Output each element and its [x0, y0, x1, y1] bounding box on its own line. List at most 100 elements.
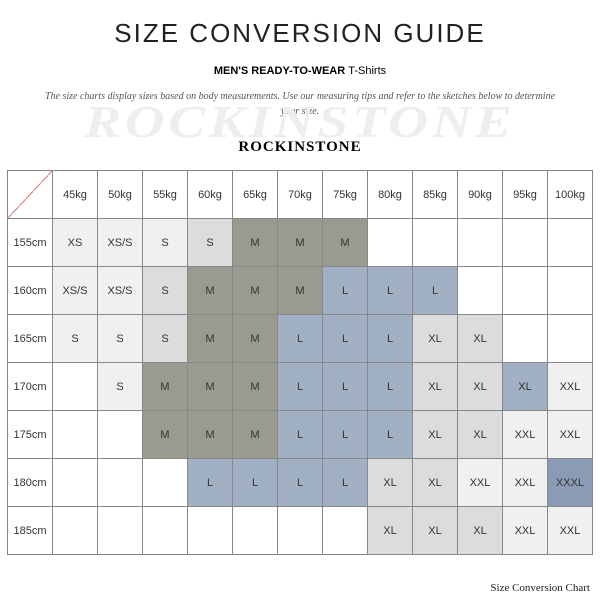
size-cell: L	[278, 315, 323, 363]
size-cell: XXL	[548, 363, 593, 411]
size-cell	[548, 219, 593, 267]
size-cell: M	[188, 411, 233, 459]
subtitle: MEN'S READY-TO-WEAR T-Shirts	[0, 65, 600, 77]
size-cell: S	[188, 219, 233, 267]
size-cell	[98, 411, 143, 459]
size-table: 45kg50kg55kg60kg65kg70kg75kg80kg85kg90kg…	[7, 170, 593, 555]
size-cell: M	[143, 363, 188, 411]
size-cell: M	[278, 219, 323, 267]
brand-name: ROCKINSTONE	[0, 139, 600, 156]
row-header: 175cm	[8, 411, 53, 459]
col-header: 70kg	[278, 171, 323, 219]
size-cell	[413, 219, 458, 267]
size-cell: L	[368, 411, 413, 459]
size-cell	[53, 411, 98, 459]
size-cell: L	[323, 363, 368, 411]
size-cell	[548, 267, 593, 315]
row-header: 185cm	[8, 507, 53, 555]
size-cell: M	[233, 411, 278, 459]
size-cell: XL	[458, 315, 503, 363]
size-cell: XXXL	[548, 459, 593, 507]
size-cell: L	[323, 411, 368, 459]
size-cell: XL	[368, 507, 413, 555]
col-header: 100kg	[548, 171, 593, 219]
size-cell	[188, 507, 233, 555]
size-cell: XL	[458, 507, 503, 555]
size-cell: XL	[503, 363, 548, 411]
size-cell: L	[188, 459, 233, 507]
size-cell: M	[188, 363, 233, 411]
size-cell: M	[188, 315, 233, 363]
col-header: 90kg	[458, 171, 503, 219]
size-cell: L	[278, 459, 323, 507]
size-cell	[503, 219, 548, 267]
row-header: 165cm	[8, 315, 53, 363]
col-header: 80kg	[368, 171, 413, 219]
size-cell	[548, 315, 593, 363]
size-cell: L	[323, 267, 368, 315]
size-cell: L	[323, 315, 368, 363]
size-cell: L	[233, 459, 278, 507]
size-cell: XL	[413, 507, 458, 555]
size-cell: L	[368, 363, 413, 411]
size-cell	[143, 507, 188, 555]
size-cell: XXL	[548, 507, 593, 555]
col-header: 95kg	[503, 171, 548, 219]
size-cell: L	[278, 411, 323, 459]
size-cell	[458, 267, 503, 315]
col-header: 85kg	[413, 171, 458, 219]
size-cell	[53, 459, 98, 507]
size-cell: S	[53, 315, 98, 363]
size-cell: M	[233, 363, 278, 411]
size-cell	[503, 315, 548, 363]
caption: Size Conversion Chart	[490, 582, 590, 594]
subtitle-prefix: MEN'S READY-TO-WEAR	[214, 65, 348, 77]
size-cell: M	[233, 219, 278, 267]
size-cell: S	[98, 315, 143, 363]
size-cell: XXL	[503, 411, 548, 459]
size-cell	[458, 219, 503, 267]
size-cell: XL	[413, 459, 458, 507]
size-cell: M	[143, 411, 188, 459]
size-cell: XXL	[548, 411, 593, 459]
row-header: 155cm	[8, 219, 53, 267]
size-cell	[53, 507, 98, 555]
col-header: 60kg	[188, 171, 233, 219]
size-cell: XXL	[503, 507, 548, 555]
size-cell	[323, 507, 368, 555]
size-cell: XXL	[458, 459, 503, 507]
size-cell: XS/S	[98, 267, 143, 315]
size-cell: XS/S	[53, 267, 98, 315]
size-cell: XL	[413, 363, 458, 411]
size-cell	[368, 219, 413, 267]
size-cell: L	[368, 267, 413, 315]
size-cell: S	[143, 315, 188, 363]
size-cell: L	[323, 459, 368, 507]
size-cell: XS/S	[98, 219, 143, 267]
size-cell: M	[188, 267, 233, 315]
size-cell: XL	[458, 411, 503, 459]
size-cell	[233, 507, 278, 555]
size-cell: XL	[368, 459, 413, 507]
row-header: 160cm	[8, 267, 53, 315]
col-header: 75kg	[323, 171, 368, 219]
size-cell: XL	[458, 363, 503, 411]
size-cell: L	[413, 267, 458, 315]
subtitle-suffix: T-Shirts	[348, 65, 386, 77]
page-title: SIZE CONVERSION GUIDE	[0, 0, 600, 49]
size-cell: M	[323, 219, 368, 267]
size-cell: XL	[413, 411, 458, 459]
size-cell	[143, 459, 188, 507]
size-cell: L	[278, 363, 323, 411]
size-cell	[98, 507, 143, 555]
size-cell	[53, 363, 98, 411]
size-cell: S	[143, 219, 188, 267]
size-cell	[503, 267, 548, 315]
size-cell: XS	[53, 219, 98, 267]
row-header: 180cm	[8, 459, 53, 507]
col-header: 65kg	[233, 171, 278, 219]
size-cell: L	[368, 315, 413, 363]
col-header: 50kg	[98, 171, 143, 219]
size-cell: M	[233, 267, 278, 315]
size-cell	[98, 459, 143, 507]
